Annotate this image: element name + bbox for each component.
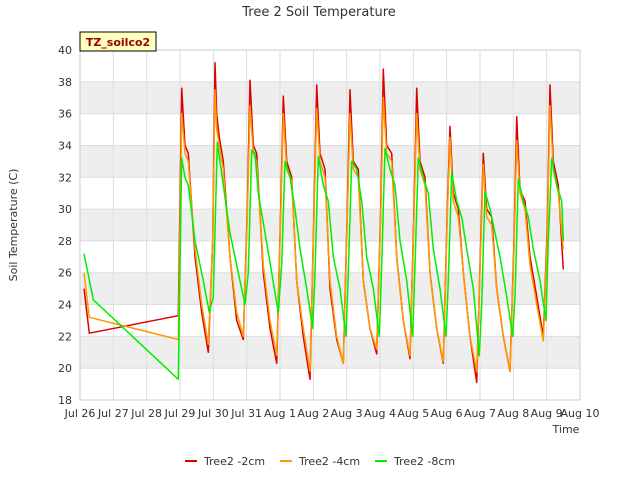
- y-tick-label: 28: [58, 235, 72, 248]
- x-tick-label: Jul 28: [130, 407, 162, 420]
- x-tick-label: Jul 29: [164, 407, 196, 420]
- y-tick-label: 24: [58, 299, 72, 312]
- x-axis-label: Time: [552, 423, 580, 436]
- x-tick-label: Aug 1: [264, 407, 296, 420]
- y-tick-label: 30: [58, 203, 72, 216]
- x-tick-label: Jul 27: [97, 407, 129, 420]
- y-axis-label: Soil Temperature (C): [7, 169, 20, 282]
- x-tick-label: Aug 9: [531, 407, 563, 420]
- y-tick-label: 18: [58, 394, 72, 407]
- y-axis-ticks: 18 20 22 24 26 28 30 32 34 36 38 40: [58, 44, 72, 407]
- grid-band: [80, 81, 580, 114]
- y-tick-label: 26: [58, 267, 72, 280]
- series-line-2: [83, 89, 565, 373]
- x-tick-label: Aug 8: [497, 407, 529, 420]
- legend: Tree2 -2cm Tree2 -4cm Tree2 -8cm: [185, 455, 455, 468]
- x-tick-label: Aug 2: [297, 407, 329, 420]
- series-lines: [83, 61, 565, 384]
- background-bands: [80, 50, 580, 400]
- x-tick-label: Aug 6: [431, 407, 463, 420]
- grid-band: [80, 336, 580, 369]
- x-axis-ticks: Jul 26 Jul 27 Jul 28 Jul 29 Jul 30 Jul 31 Aug …: [64, 407, 600, 420]
- x-tick-label: Aug 4: [364, 407, 396, 420]
- y-tick-label: 40: [58, 44, 72, 57]
- y-tick-label: 22: [58, 330, 72, 343]
- x-tick-label: Aug 10: [561, 407, 600, 420]
- x-tick-label: Jul 26: [64, 407, 96, 420]
- x-tick-label: Aug 3: [331, 407, 363, 420]
- legend-label: Tree2 -4cm: [298, 455, 360, 468]
- grid-band: [80, 145, 580, 178]
- y-tick-label: 34: [58, 139, 72, 152]
- annotation-label: TZ_soilco2: [86, 36, 150, 49]
- y-tick-label: 38: [58, 76, 72, 89]
- series-line-3: [83, 141, 565, 381]
- x-tick-label: Jul 30: [197, 407, 229, 420]
- chart-title: Tree 2 Soil Temperature: [241, 5, 396, 20]
- annotation-box: TZ_soilco2: [79, 31, 157, 52]
- y-tick-label: 20: [58, 362, 72, 375]
- x-tick-label: Jul 31: [230, 407, 262, 420]
- legend-label: Tree2 -8cm: [393, 455, 455, 468]
- legend-label: Tree2 -2cm: [203, 455, 265, 468]
- x-tick-label: Aug 5: [397, 407, 429, 420]
- y-tick-label: 32: [58, 171, 72, 184]
- plot-frame: [79, 49, 581, 401]
- x-tick-label: Aug 7: [464, 407, 496, 420]
- y-tick-label: 36: [58, 108, 72, 121]
